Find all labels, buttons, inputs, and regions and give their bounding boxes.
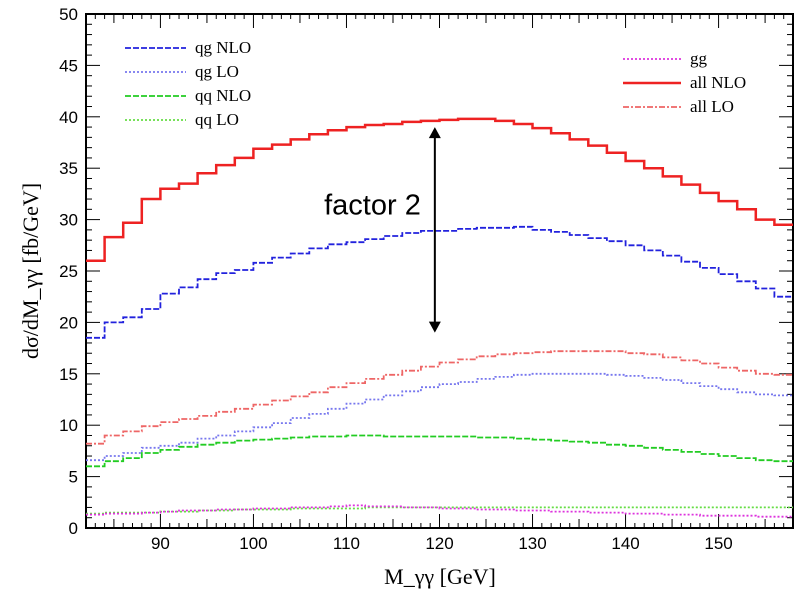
x-tick-label: 120	[425, 534, 453, 553]
y-tick-label: 45	[59, 56, 78, 75]
y-tick-label: 40	[59, 108, 78, 127]
x-tick-label: 150	[704, 534, 732, 553]
arrow-head-up-icon	[428, 127, 441, 139]
x-tick-label: 100	[239, 534, 267, 553]
x-tick-label: 110	[333, 534, 360, 553]
y-tick-label: 50	[59, 5, 78, 24]
axis-ticks	[85, 13, 794, 529]
series-line-5	[86, 504, 793, 518]
x-axis-title: M_γγ [GeV]	[384, 564, 496, 589]
y-tick-label: 35	[59, 159, 78, 178]
legend-label: all LO	[690, 97, 734, 116]
series-line-3	[86, 434, 793, 468]
x-tick-label: 90	[151, 534, 170, 553]
legend-label: qg LO	[195, 62, 239, 81]
y-axis-title: dσ/dM_γγ [fb/GeV]	[18, 183, 43, 359]
axis-tick-labels: 90 100 110 120 130 140 150 0 5 10 15 20 25 30 35 40 45 50	[59, 5, 733, 553]
y-tick-label: 25	[59, 262, 78, 281]
series-line-6	[86, 117, 793, 262]
y-tick-label: 10	[59, 416, 78, 435]
x-tick-label: 130	[518, 534, 546, 553]
arrow-head-down-icon	[428, 321, 441, 333]
plot-frame	[85, 13, 794, 529]
legend: qg NLO qg LO qq NLO qq LO gg all NLO all LO	[125, 38, 746, 129]
y-tick-label: 20	[59, 313, 78, 332]
series-line-2	[86, 372, 793, 462]
legend-label: qg NLO	[195, 38, 251, 57]
legend-label: qq LO	[195, 110, 239, 129]
y-tick-label: 0	[69, 519, 78, 538]
y-tick-label: 30	[59, 211, 78, 230]
series-line-4	[86, 506, 793, 515]
x-tick-label: 140	[611, 534, 639, 553]
legend-label: gg	[690, 49, 708, 68]
legend-label: all NLO	[690, 73, 746, 92]
annotation: factor 2	[324, 127, 441, 333]
series-line-1	[86, 225, 793, 339]
annotation-label: factor 2	[324, 189, 421, 221]
legend-label: qq NLO	[195, 86, 251, 105]
y-tick-label: 5	[69, 468, 78, 487]
series-layer	[86, 117, 793, 518]
series-line-7	[86, 350, 793, 445]
y-tick-label: 15	[59, 365, 78, 384]
